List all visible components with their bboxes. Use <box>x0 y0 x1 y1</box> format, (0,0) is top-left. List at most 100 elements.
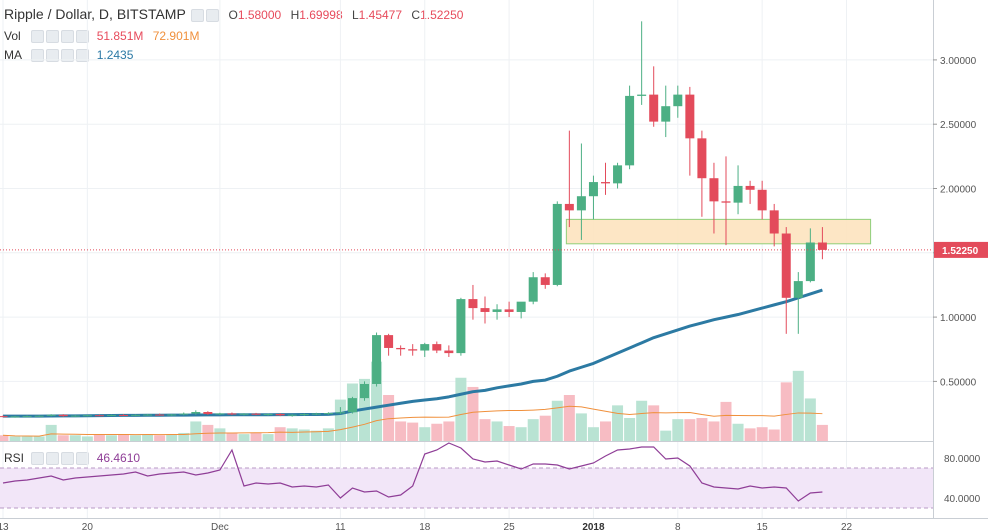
last-price-label: 1.52250 <box>942 246 979 257</box>
eye-icon[interactable] <box>31 49 45 63</box>
candle-body <box>323 413 333 415</box>
eye-icon[interactable] <box>31 452 45 466</box>
candle-body <box>58 414 68 417</box>
candle-body <box>408 349 418 351</box>
candle-body <box>106 414 116 416</box>
candle-body <box>360 383 369 399</box>
volume-bar <box>322 428 334 441</box>
candle-body <box>613 165 623 184</box>
volume-bar <box>708 421 720 441</box>
volume-bar <box>431 423 443 441</box>
rsi-value: 46.4610 <box>96 451 141 465</box>
candle-body <box>444 350 454 354</box>
candle-body <box>275 413 285 416</box>
candle-body <box>384 335 394 348</box>
symbol-title[interactable]: Ripple / Dollar, D, BITSTAMP <box>4 6 186 22</box>
candle-body <box>70 415 80 417</box>
candle-body <box>588 182 598 197</box>
volume-bar <box>286 428 298 441</box>
candle-body <box>203 412 213 415</box>
volume-bar <box>780 382 792 441</box>
candle-body <box>661 106 671 122</box>
ma-label: MA <box>4 48 22 62</box>
volume-bar <box>262 434 274 441</box>
volume-bar <box>696 418 708 441</box>
volume-bar <box>816 424 828 441</box>
volume-bar <box>0 435 9 441</box>
time-tick-label: 25 <box>504 522 516 532</box>
volume-bar <box>57 435 69 441</box>
candle-body <box>179 413 189 415</box>
volume-bar <box>45 424 57 441</box>
plus-icon[interactable] <box>61 452 75 466</box>
vol-legend: Vol 51.851M 72.901M <box>4 29 200 44</box>
last-price-badge <box>934 241 988 258</box>
volume-bar <box>298 429 310 441</box>
close-icon[interactable] <box>76 452 90 466</box>
volume-bar <box>93 434 105 441</box>
volume-bar <box>130 435 142 441</box>
time-tick-label: 20 <box>82 522 94 532</box>
vol-value-2: 72.901M <box>152 29 200 43</box>
candle-body <box>227 413 237 415</box>
volume-bar <box>21 436 33 441</box>
volume-bar <box>804 398 816 441</box>
candle-body <box>781 233 791 298</box>
rsi-line <box>2 442 823 502</box>
ma-value: 1.2435 <box>96 48 134 62</box>
gear-icon[interactable] <box>46 49 60 63</box>
candle-body <box>287 414 297 416</box>
time-tick-label: 15 <box>757 522 769 532</box>
gear-icon[interactable] <box>206 9 220 23</box>
volume-bar <box>407 422 419 441</box>
candle-body <box>757 189 767 211</box>
close-label: C <box>411 8 421 22</box>
volume-bar <box>81 436 93 441</box>
close-icon[interactable] <box>76 49 90 63</box>
candle-body <box>432 344 442 351</box>
volume-bar <box>9 436 21 441</box>
volume-bar <box>720 401 732 441</box>
plus-icon[interactable] <box>61 49 75 63</box>
candle-body <box>564 203 574 211</box>
high-value: 1.69998 <box>299 8 343 22</box>
volume-bar <box>214 428 226 441</box>
candle-body <box>468 299 478 309</box>
volume-bar <box>105 435 117 441</box>
time-tick-label: 22 <box>841 522 853 532</box>
time-tick-label: 2018 <box>582 522 605 532</box>
volume-bar <box>142 434 154 441</box>
candle-body <box>540 277 550 285</box>
candle-body <box>22 416 32 418</box>
candle-body <box>335 412 345 414</box>
volume-bar <box>515 427 527 441</box>
candle-body <box>46 414 56 416</box>
volume-bar <box>33 436 45 441</box>
plus-icon[interactable] <box>61 30 75 44</box>
time-tick-label: 8 <box>675 522 681 532</box>
vol-label: Vol <box>4 29 21 43</box>
volume-bar <box>154 435 166 441</box>
eye-icon[interactable] <box>31 30 45 44</box>
candle-body <box>516 301 526 312</box>
gear-icon[interactable] <box>46 452 60 466</box>
candle-body <box>480 308 490 312</box>
time-tick-label: 11 <box>335 522 346 532</box>
price-tick-label: 0.50000 <box>940 377 977 388</box>
candle-body <box>191 412 201 414</box>
volume-bar <box>732 423 744 441</box>
gear-icon[interactable] <box>46 30 60 44</box>
candle-body <box>528 277 538 302</box>
candle-body <box>396 347 406 350</box>
eye-icon[interactable] <box>191 9 205 23</box>
close-icon[interactable] <box>76 30 90 44</box>
candle-body <box>576 196 586 211</box>
candle-body <box>492 309 502 312</box>
rsi-tick-label: 80.0000 <box>944 454 981 465</box>
volume-bar <box>551 400 563 441</box>
candle-body <box>817 242 827 250</box>
candle-body <box>263 413 273 415</box>
price-tick-label: 2.00000 <box>940 185 977 196</box>
volume-bar <box>575 413 587 441</box>
